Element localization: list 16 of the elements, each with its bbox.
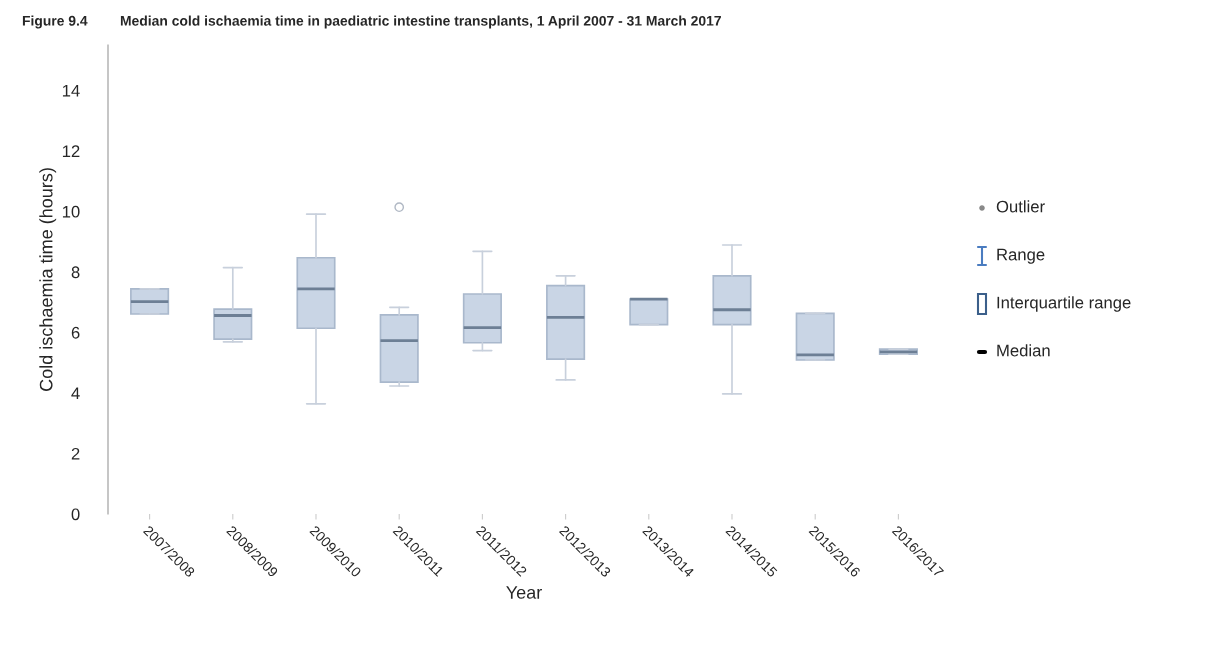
y-tick-label: 2 <box>71 447 80 460</box>
x-axis-title: Year <box>506 586 542 599</box>
text: Median <box>997 344 1050 357</box>
chart-subtitle: Figure 9.4 <box>22 15 88 29</box>
chart-title: Median cold ischaemia time in paediatric intestine transplants, 1 April 2007 - 31 March 2017 <box>120 15 721 29</box>
y-tick-label: 0 <box>71 508 80 521</box>
y-tick-label: 10 <box>62 205 80 218</box>
text: Outlier <box>996 200 1045 213</box>
y-tick-label: 4 <box>71 387 80 400</box>
text: Range <box>997 248 1045 264</box>
text: Interquartile range <box>997 296 1131 312</box>
y-tick-label: 8 <box>71 266 80 279</box>
y-tick-label: 12 <box>62 145 80 157</box>
y-axis-title: Cold ischaemia time (hours) <box>39 168 57 391</box>
y-tick-label: 6 <box>71 326 80 339</box>
y-tick-label: 14 <box>62 84 80 97</box>
